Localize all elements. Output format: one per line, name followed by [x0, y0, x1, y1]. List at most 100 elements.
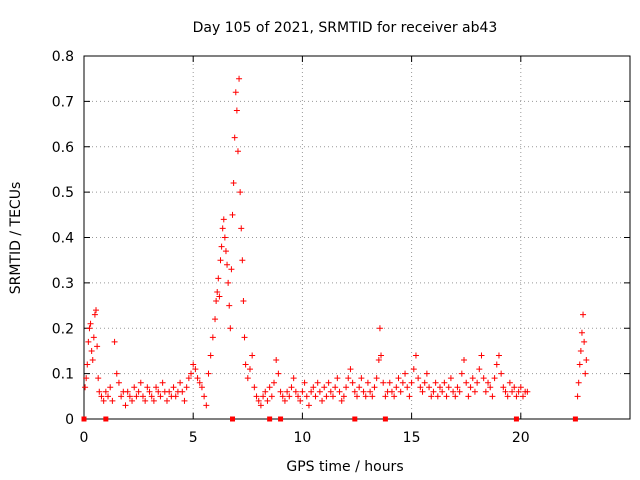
data-point [456, 388, 463, 395]
zero-markers [81, 416, 578, 422]
data-point [150, 397, 157, 404]
data-point [277, 388, 284, 395]
data-point [386, 379, 393, 386]
data-point [105, 393, 112, 400]
y-tick-label: 0.6 [52, 140, 74, 156]
data-point [255, 397, 262, 404]
data-point [308, 388, 315, 395]
data-point [220, 216, 227, 223]
data-point [177, 379, 184, 386]
data-point [310, 384, 317, 391]
data-point [297, 397, 304, 404]
data-point [580, 311, 587, 318]
data-point [349, 379, 356, 386]
data-point [231, 134, 238, 141]
data-point [575, 379, 582, 386]
data-point [519, 393, 526, 400]
zero-value-marker [352, 416, 358, 422]
data-point [264, 397, 271, 404]
data-point [452, 393, 459, 400]
zero-value-marker [278, 416, 284, 422]
data-point [215, 275, 222, 282]
data-point [273, 357, 280, 364]
data-point [402, 370, 409, 377]
data-point [371, 384, 378, 391]
zero-value-marker [81, 416, 87, 422]
y-tick-label: 0.2 [52, 321, 74, 337]
data-point [93, 307, 100, 314]
data-point [221, 234, 228, 241]
data-point [242, 361, 249, 368]
data-point [345, 375, 352, 382]
data-point [393, 384, 400, 391]
data-point [316, 388, 323, 395]
data-point [251, 384, 258, 391]
data-point [515, 388, 522, 395]
chart-title: Day 105 of 2021, SRMTID for receiver ab4… [193, 20, 498, 36]
data-point [491, 375, 498, 382]
data-point [487, 384, 494, 391]
data-point [122, 402, 129, 409]
data-point [340, 393, 347, 400]
data-point [485, 379, 492, 386]
data-point [238, 225, 245, 232]
data-points [82, 75, 590, 409]
data-point [209, 334, 216, 341]
x-axis-label: GPS time / hours [286, 459, 403, 475]
data-point [196, 379, 203, 386]
data-point [369, 393, 376, 400]
data-point [356, 384, 363, 391]
data-point [279, 393, 286, 400]
data-point [219, 225, 226, 232]
y-tick-label: 0.3 [52, 276, 74, 292]
data-point [201, 393, 208, 400]
data-point [286, 393, 293, 400]
data-point [227, 325, 234, 332]
data-point [205, 370, 212, 377]
data-point [226, 302, 233, 309]
data-point [212, 316, 219, 323]
y-tick-label: 0 [65, 412, 74, 428]
data-point [406, 393, 413, 400]
data-point [404, 384, 411, 391]
data-point [237, 189, 244, 196]
data-point [194, 375, 201, 382]
data-point [399, 379, 406, 386]
data-point [98, 393, 105, 400]
x-tick-label: 20 [512, 430, 530, 446]
data-point [192, 366, 199, 373]
data-point [111, 338, 118, 345]
data-point [321, 384, 328, 391]
data-point [428, 393, 435, 400]
data-point [417, 384, 424, 391]
data-point [146, 388, 153, 395]
y-tick-label: 0.1 [52, 367, 74, 383]
data-point [504, 393, 511, 400]
data-point [450, 388, 457, 395]
data-point [271, 379, 278, 386]
data-point [155, 388, 162, 395]
data-point [502, 388, 509, 395]
data-point [142, 397, 149, 404]
data-point [480, 375, 487, 382]
data-point [576, 361, 583, 368]
data-point [395, 375, 402, 382]
data-point [513, 393, 520, 400]
data-point [82, 384, 89, 391]
data-point [290, 375, 297, 382]
data-point [332, 384, 339, 391]
data-point [367, 388, 374, 395]
data-point [461, 357, 468, 364]
data-point [224, 261, 231, 268]
data-point [275, 370, 282, 377]
data-point [88, 347, 95, 354]
data-point [426, 384, 433, 391]
data-point [465, 393, 472, 400]
data-point [498, 370, 505, 377]
data-point [506, 379, 513, 386]
data-point [129, 397, 136, 404]
data-point [375, 357, 382, 364]
data-point [234, 148, 241, 155]
data-point [102, 388, 109, 395]
data-point [305, 402, 312, 409]
